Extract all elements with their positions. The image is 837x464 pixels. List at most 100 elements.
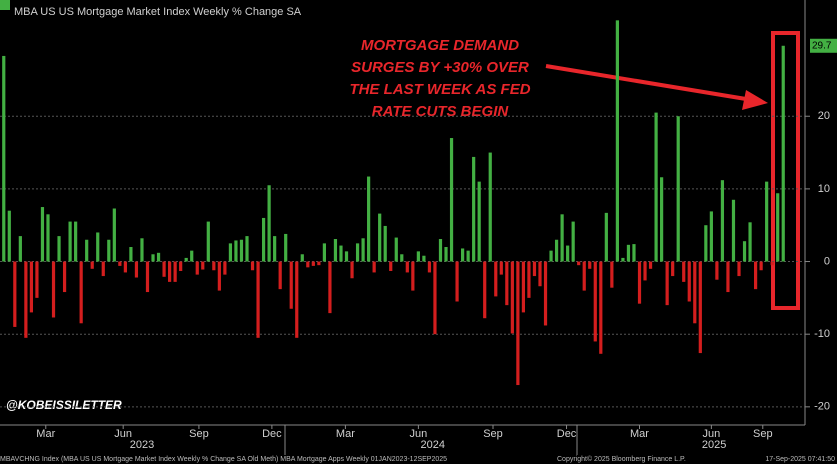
bar — [599, 261, 603, 354]
footer: Copyright© 2025 Bloomberg Finance L.P. — [557, 455, 686, 463]
bar — [477, 181, 481, 262]
bar — [549, 250, 553, 262]
bar — [759, 261, 763, 271]
bar — [168, 261, 172, 282]
bar — [35, 261, 39, 298]
bar — [665, 261, 669, 306]
bar — [140, 238, 144, 262]
bar — [162, 261, 166, 277]
bar — [731, 199, 736, 262]
bar — [68, 221, 72, 262]
bar — [516, 261, 520, 386]
bar — [267, 185, 271, 262]
bar — [483, 261, 487, 319]
bar — [261, 217, 266, 262]
bar — [571, 221, 575, 262]
bar — [284, 233, 288, 262]
bar — [593, 261, 597, 342]
bar — [107, 239, 111, 262]
bar — [190, 250, 194, 262]
bar — [660, 177, 664, 262]
bar — [521, 261, 526, 313]
footer: 17-Sep-2025 07:41:50 — [765, 456, 835, 463]
bar — [389, 261, 393, 271]
x-tick-label: Jun — [114, 428, 132, 440]
x-tick-label: Jun — [410, 428, 428, 440]
footer: MBAVCHNG Index (MBA US US Mortgage Marke… — [0, 456, 447, 463]
bar — [560, 214, 564, 262]
x-tick-label: Mar — [336, 428, 355, 440]
bar — [488, 152, 492, 262]
year-label: 2025 — [702, 439, 726, 451]
bar — [604, 212, 608, 262]
bar — [472, 156, 476, 262]
bar — [422, 255, 426, 262]
bar — [378, 213, 382, 262]
bar — [726, 261, 730, 293]
bar — [361, 238, 365, 262]
bar — [123, 261, 127, 273]
bar — [273, 236, 277, 262]
x-tick-label: Sep — [189, 428, 209, 440]
year-label: 2023 — [130, 439, 154, 451]
x-tick-label: Dec — [557, 428, 577, 440]
bar — [96, 232, 100, 262]
bar — [57, 236, 61, 262]
bar — [79, 261, 83, 324]
bar — [499, 261, 503, 275]
bar — [62, 261, 67, 293]
bar — [90, 261, 94, 269]
bar — [7, 210, 11, 262]
bar — [577, 261, 581, 266]
bar — [250, 261, 255, 271]
bar — [295, 261, 299, 338]
bar — [709, 211, 713, 262]
bar — [24, 261, 28, 338]
bar — [228, 243, 233, 262]
bar — [654, 112, 658, 262]
bar — [256, 261, 260, 338]
bar — [538, 261, 542, 287]
arrow-head — [742, 90, 768, 110]
bar — [449, 138, 454, 262]
bar — [118, 261, 122, 266]
bar — [328, 261, 332, 314]
bar — [527, 261, 531, 298]
bar — [300, 254, 304, 262]
bar — [615, 20, 619, 262]
bar — [201, 261, 205, 270]
year-label: 2024 — [421, 439, 445, 451]
bar — [715, 261, 719, 280]
arrow-shaft — [545, 64, 753, 102]
bar — [367, 176, 371, 262]
x-tick-label: Sep — [753, 428, 773, 440]
bar — [339, 245, 343, 262]
annotation: MORTGAGE DEMAND — [361, 37, 519, 54]
annotation: RATE CUTS BEGIN — [372, 103, 510, 120]
annotation: SURGES BY +30% OVER — [351, 59, 529, 76]
x-tick-label: Dec — [262, 428, 282, 440]
bar — [742, 241, 747, 262]
bar — [350, 261, 354, 279]
bar — [455, 261, 459, 302]
bar — [289, 261, 293, 309]
bar — [46, 214, 50, 262]
bar — [698, 261, 702, 354]
bar — [693, 261, 697, 324]
bar — [29, 261, 34, 313]
bar — [637, 261, 642, 304]
bar — [532, 261, 537, 277]
bar — [13, 261, 17, 327]
y-tick-label: -10 — [814, 328, 830, 340]
bar — [444, 247, 448, 262]
bar — [582, 261, 586, 291]
bar — [648, 261, 653, 269]
bar — [206, 221, 210, 262]
bar — [588, 261, 592, 269]
bar — [671, 261, 675, 277]
bar — [344, 251, 349, 262]
bar — [433, 261, 437, 335]
bar — [234, 240, 238, 262]
last-value-tag — [810, 38, 837, 53]
